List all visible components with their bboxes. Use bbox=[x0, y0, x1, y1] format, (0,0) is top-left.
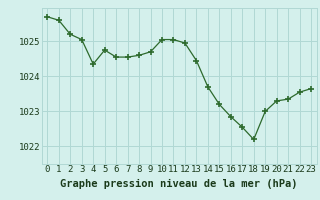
X-axis label: Graphe pression niveau de la mer (hPa): Graphe pression niveau de la mer (hPa) bbox=[60, 179, 298, 189]
